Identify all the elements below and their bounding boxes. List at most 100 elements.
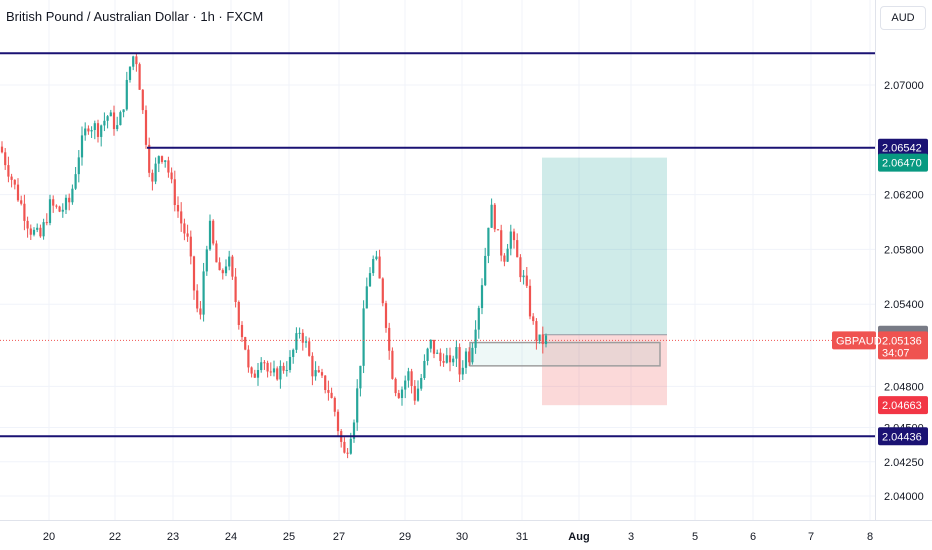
candle-body (292, 349, 295, 357)
target-zone (542, 157, 667, 335)
candle-body (247, 349, 250, 368)
candle-body (394, 378, 397, 394)
candle-body (375, 256, 378, 260)
candle-body (407, 371, 410, 381)
candle-body (119, 112, 122, 126)
candle-body (512, 231, 516, 241)
candle-body (260, 362, 263, 371)
candle-body (525, 275, 528, 286)
candle-body (202, 271, 205, 315)
candle-body (164, 160, 167, 162)
candle-body (234, 276, 237, 303)
horizontal-levels (0, 52, 875, 438)
price-tick-label: 2.04800 (884, 381, 924, 393)
time-tick-label: 29 (399, 531, 411, 543)
candle-body (20, 200, 23, 204)
candle-body (208, 220, 212, 250)
candle-body (23, 203, 26, 221)
candle-body (109, 112, 112, 117)
candle-body (285, 369, 288, 371)
candle-body (519, 257, 522, 278)
candle-body (192, 256, 196, 291)
candle-body (544, 335, 548, 345)
candle-body (484, 255, 487, 286)
time-tick-label: Aug (568, 531, 589, 543)
candle-body (244, 337, 247, 350)
candle-body (231, 256, 234, 277)
candle-body (157, 156, 160, 164)
target-tag: 2.06470 (882, 158, 922, 170)
candle-body (154, 163, 157, 182)
candle-body (349, 438, 352, 454)
candle-body (125, 79, 128, 110)
price-tick-label: 2.05400 (884, 299, 924, 311)
resistance-tag-bg (878, 138, 928, 157)
candle-body (0, 146, 4, 153)
candle-body (39, 227, 42, 237)
symbol-tag: GBPAUD (836, 335, 882, 347)
candle-body (167, 160, 170, 173)
candle-body (74, 174, 77, 189)
candle-body (320, 372, 324, 376)
price-tick-label: 2.05800 (884, 244, 924, 256)
candle-body (96, 123, 100, 137)
candle-body (503, 255, 506, 262)
candle-body (471, 347, 474, 363)
candle-body (359, 365, 362, 389)
candle-body (416, 388, 420, 401)
candle-body (343, 441, 346, 453)
time-tick-label: 27 (333, 531, 345, 543)
candle-body (372, 259, 375, 274)
candle-body (308, 341, 311, 356)
candle-body (432, 339, 436, 354)
candle-body (224, 266, 228, 274)
candle-body (221, 270, 224, 274)
candle-body (474, 329, 477, 348)
candle-body (138, 64, 141, 90)
candle-body (490, 204, 493, 228)
candle-body (122, 109, 125, 113)
candle-body (77, 157, 80, 175)
candle-body (55, 205, 58, 207)
candle-body (45, 222, 48, 224)
candle-body (420, 378, 423, 389)
price-tick-label: 2.06200 (884, 190, 924, 202)
candle-body (362, 308, 365, 366)
candle-body (4, 152, 7, 166)
candle-body (84, 128, 87, 136)
candle-body (448, 355, 452, 363)
candle-body (253, 373, 256, 378)
candle-body (279, 365, 282, 380)
time-tick-label: 23 (167, 531, 179, 543)
candle-body (487, 227, 490, 256)
candle-body (356, 388, 359, 423)
candle-body (516, 240, 519, 258)
candle-body (240, 324, 244, 338)
candle-body (148, 144, 151, 173)
candle-body (256, 370, 260, 378)
candle-body (180, 211, 183, 224)
candle-body (26, 220, 29, 229)
candle-body (10, 176, 13, 180)
candle-body (397, 393, 400, 398)
time-tick-label: 8 (867, 531, 873, 543)
price-tags: 2.065422.064702.051772.0513634:07GBPAUD2… (832, 138, 928, 446)
candle-body (464, 351, 468, 368)
candle-body (400, 389, 404, 398)
currency-scale-button[interactable]: AUD (880, 6, 926, 30)
candle-body (106, 116, 109, 121)
candle-body (528, 285, 532, 317)
time-axis: 20 22 23 24 25 27 29 30 31 Aug 3 5 6 7 8 (0, 520, 932, 543)
candle-body (7, 165, 10, 177)
candle-body (317, 370, 320, 373)
candle-body (327, 389, 330, 393)
position-zones (469, 157, 667, 406)
candle-body (80, 135, 84, 158)
candle-body (61, 209, 64, 212)
candle-body (52, 199, 55, 206)
stop-zone (542, 334, 667, 406)
candle-body (468, 351, 471, 363)
candle-body (452, 358, 455, 363)
candle-body (311, 355, 314, 377)
